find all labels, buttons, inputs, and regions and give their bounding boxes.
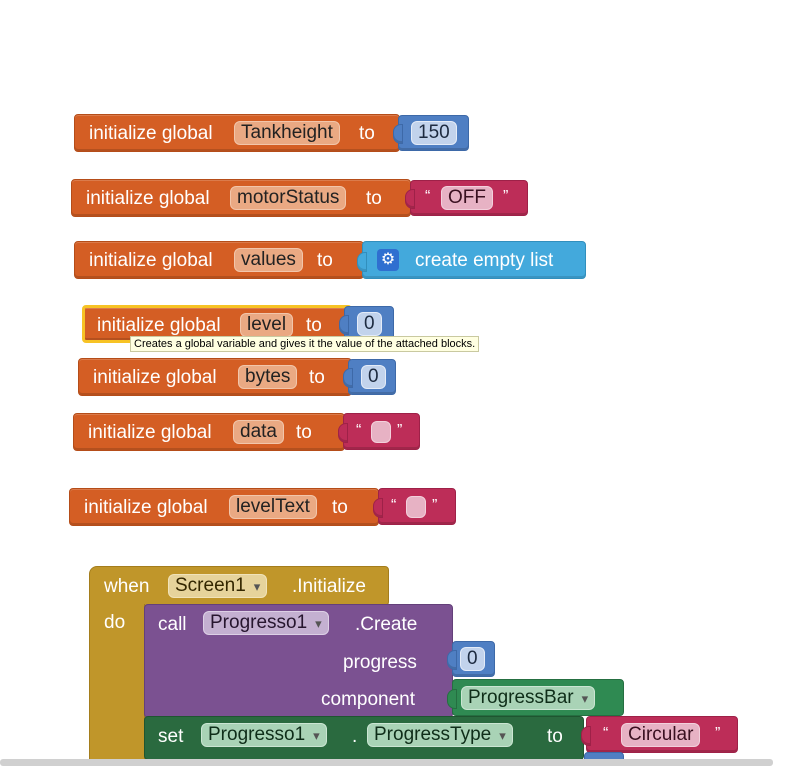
global-values-block[interactable]: initialize global values to [74,241,364,279]
text-field[interactable] [406,496,426,518]
initialize-global-label: initialize global [89,123,213,144]
text-block-off[interactable]: “ OFF ” [405,180,528,216]
set-progresstype-block[interactable]: set Progresso1 . ProgressType to [144,716,584,760]
close-quote: ” [432,497,438,514]
number-field[interactable]: 0 [361,365,386,389]
close-quote: ” [397,422,403,439]
socket-nub [343,368,353,388]
initialize-global-label: initialize global [86,188,210,209]
socket-nub [373,498,383,518]
to-label: to [366,188,382,209]
open-quote: “ [391,497,397,514]
number-field[interactable]: 150 [411,121,457,145]
global-motorstatus-block[interactable]: initialize global motorStatus to [71,179,411,217]
initialize-global-label: initialize global [93,367,217,388]
open-quote: “ [603,725,609,742]
variable-name-field[interactable]: level [240,313,294,337]
close-quote: ” [715,725,721,742]
when-label: when [104,576,150,597]
to-label: to [309,367,325,388]
create-empty-list-label: create empty list [415,250,554,271]
gear-icon[interactable]: ⚙ [377,249,399,271]
global-tankheight-block[interactable]: initialize global Tankheight to [74,114,400,152]
number-field[interactable]: 0 [357,312,382,336]
close-quote: ” [503,188,509,205]
socket-nub [447,650,457,670]
dot-label: . [352,726,358,747]
variable-name-field[interactable]: motorStatus [230,186,347,210]
text-block-empty[interactable]: “ ” [338,413,420,450]
component-dropdown[interactable]: Progresso1 [203,611,329,635]
socket-nub [447,689,457,709]
text-field[interactable]: OFF [441,186,493,210]
socket-nub [338,423,348,443]
call-label: call [158,614,187,635]
global-leveltext-block[interactable]: initialize global levelText to [69,488,379,526]
number-field[interactable]: 0 [460,647,485,671]
component-dropdown[interactable]: ProgressBar [461,686,596,710]
socket-nub [357,252,367,272]
socket-nub [339,315,349,335]
screen1-initialize-event-block[interactable]: when Screen1 .Initialize [89,566,389,606]
variable-name-field[interactable]: values [234,248,303,272]
create-empty-list-block[interactable]: ⚙ create empty list [357,241,586,279]
event-name-label: .Initialize [292,576,366,597]
socket-nub [405,189,415,209]
do-label: do [104,612,126,633]
initialize-global-label: initialize global [89,250,213,271]
initialize-global-label: initialize global [88,422,212,443]
to-label: to [317,250,333,271]
open-quote: “ [356,422,362,439]
socket-nub [581,726,591,746]
progressbar-component-block[interactable]: ProgressBar [447,679,624,716]
variable-name-field[interactable]: Tankheight [234,121,340,145]
global-level-block[interactable]: initialize global level to [82,305,352,343]
to-label: to [547,726,563,747]
horizontal-scrollbar[interactable] [0,759,773,766]
property-dropdown[interactable]: ProgressType [367,723,513,747]
progress-param-label: progress [343,652,417,673]
initialize-global-label: initialize global [84,497,208,518]
initialize-global-label: initialize global [97,315,221,336]
number-block-0[interactable]: 0 [447,641,495,677]
global-data-block[interactable]: initialize global data to [73,413,345,451]
open-quote: “ [425,188,431,205]
event-do-column: do [89,604,145,766]
to-label: to [359,123,375,144]
variable-name-field[interactable]: bytes [238,365,298,389]
variable-name-field[interactable]: levelText [229,495,317,519]
number-block-0[interactable]: 0 [343,359,396,395]
set-label: set [158,726,184,747]
to-label: to [332,497,348,518]
to-label: to [296,422,312,443]
text-block-circular[interactable]: “ Circular ” [581,716,738,753]
variable-name-field[interactable]: data [233,420,284,444]
socket-nub [393,124,403,144]
text-block-empty[interactable]: “ ” [373,488,456,525]
text-field[interactable]: Circular [621,723,701,747]
component-dropdown[interactable]: Progresso1 [201,723,327,747]
component-param-label: component [321,689,416,710]
tooltip: Creates a global variable and gives it t… [130,336,480,352]
call-create-block[interactable]: call Progresso1 .Create progress compone… [144,604,453,718]
to-label: to [306,315,322,336]
component-dropdown[interactable]: Screen1 [168,574,268,598]
method-label: .Create [355,614,418,635]
number-block-150[interactable]: 150 [393,115,469,151]
text-field[interactable] [371,421,391,443]
global-bytes-block[interactable]: initialize global bytes to [78,358,352,396]
